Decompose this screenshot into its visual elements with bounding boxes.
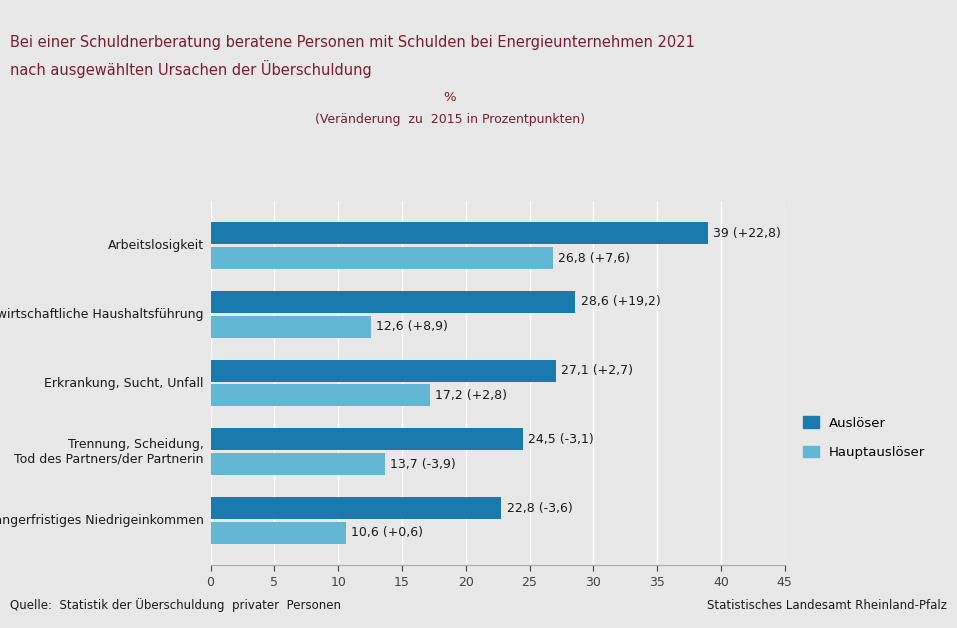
Bar (211, 222, 708, 244)
Text: 26,8 (+7,6): 26,8 (+7,6) (558, 251, 630, 264)
Bar (211, 360, 556, 382)
Bar (211, 247, 552, 269)
Text: 22,8 (-3,6): 22,8 (-3,6) (506, 502, 572, 515)
Bar (211, 316, 371, 338)
Text: 27,1 (+2,7): 27,1 (+2,7) (562, 364, 634, 377)
Bar (211, 384, 430, 406)
Bar (211, 453, 386, 475)
Text: 12,6 (+8,9): 12,6 (+8,9) (376, 320, 448, 333)
Text: %: % (443, 90, 456, 104)
Text: nach ausgewählten Ursachen der Überschuldung: nach ausgewählten Ursachen der Überschul… (10, 60, 371, 78)
Bar (211, 291, 575, 313)
Bar (211, 428, 523, 450)
Text: 24,5 (-3,1): 24,5 (-3,1) (528, 433, 594, 446)
Text: 13,7 (-3,9): 13,7 (-3,9) (390, 458, 456, 470)
Bar (211, 522, 345, 544)
Text: (Veränderung  zu  2015 in Prozentpunkten): (Veränderung zu 2015 in Prozentpunkten) (315, 112, 585, 126)
Text: Statistisches Landesamt Rheinland-Pfalz: Statistisches Landesamt Rheinland-Pfalz (707, 599, 947, 612)
Text: 17,2 (+2,8): 17,2 (+2,8) (435, 389, 507, 402)
Legend: Auslöser, Hauptauslöser: Auslöser, Hauptauslöser (803, 416, 925, 459)
Text: Bei einer Schuldnerberatung beratene Personen mit Schulden bei Energieunternehme: Bei einer Schuldnerberatung beratene Per… (10, 35, 695, 50)
Text: Quelle:  Statistik der Überschuldung  privater  Personen: Quelle: Statistik der Überschuldung priv… (10, 598, 341, 612)
Text: 28,6 (+19,2): 28,6 (+19,2) (581, 296, 660, 308)
Text: 39 (+22,8): 39 (+22,8) (713, 227, 781, 240)
Text: 10,6 (+0,6): 10,6 (+0,6) (351, 526, 423, 539)
Bar (211, 497, 501, 519)
